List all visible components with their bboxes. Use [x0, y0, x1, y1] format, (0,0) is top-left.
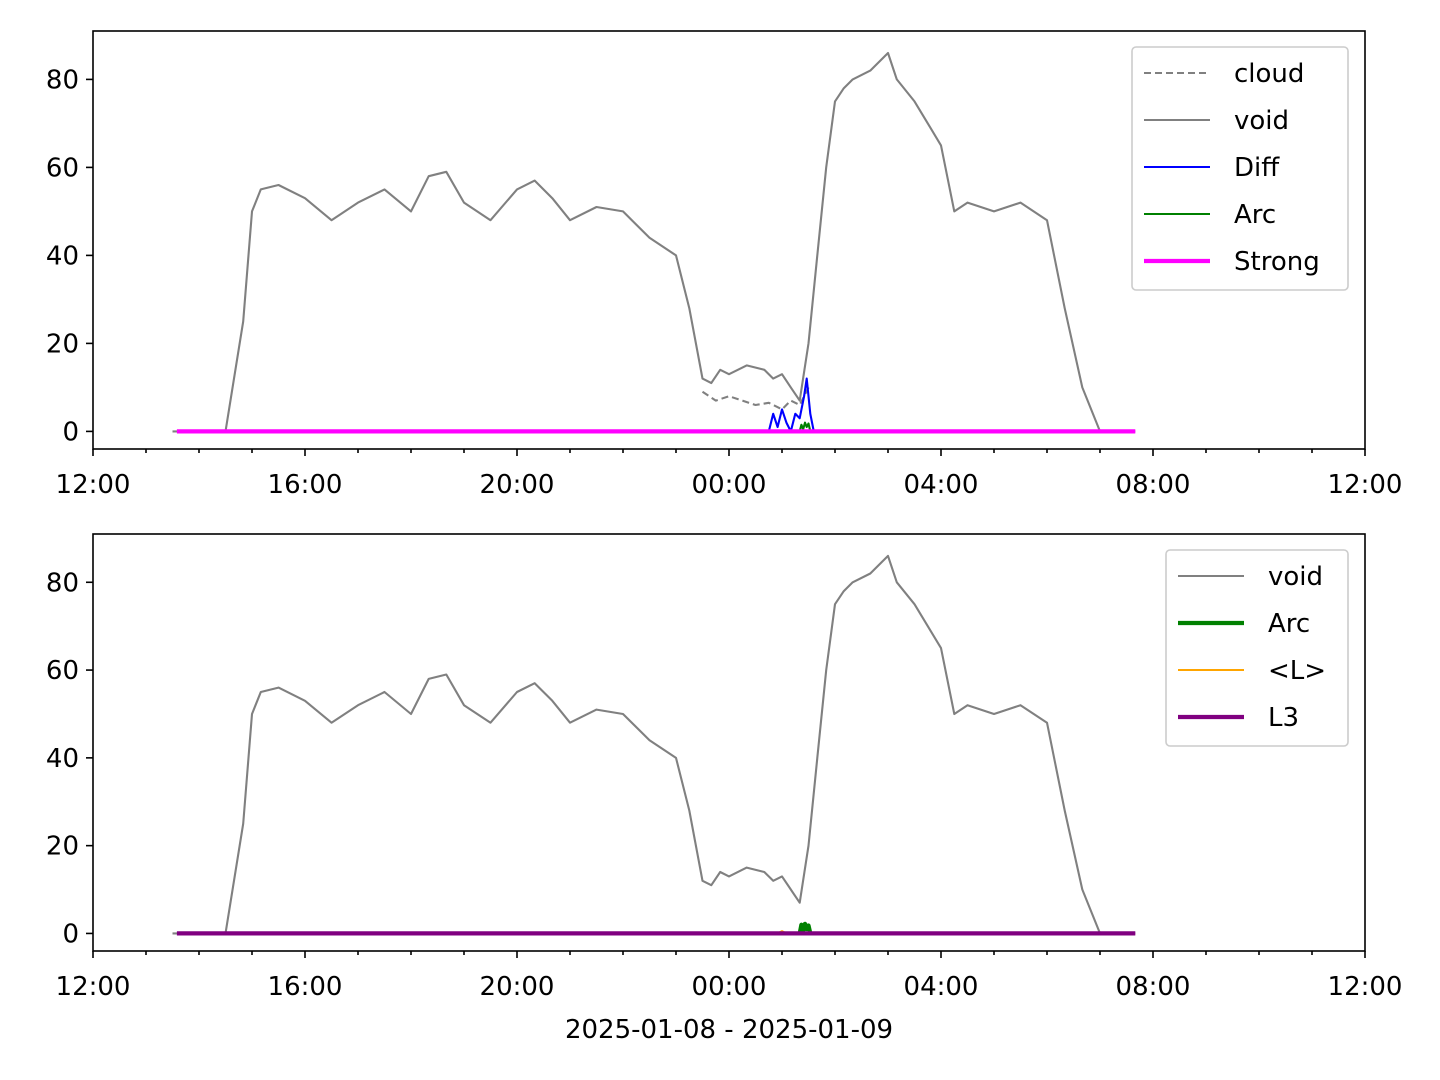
legend-box [1165, 549, 1349, 747]
y-tick-label: 40 [46, 241, 79, 271]
y-tick-label: 20 [46, 832, 79, 862]
y-tick-label: 0 [62, 417, 79, 447]
x-tick-label: 04:00 [904, 972, 979, 1002]
x-tick-label: 16:00 [268, 972, 343, 1002]
legend-box [1131, 46, 1349, 291]
series-line-arc [798, 421, 812, 432]
series-line-arc [797, 921, 813, 934]
x-tick-label: 12:00 [1328, 470, 1403, 500]
legend-label: cloud [1234, 59, 1304, 89]
legend-label: <L> [1268, 656, 1326, 686]
x-tick-label: 20:00 [480, 972, 555, 1002]
bottom-panel: 0 20 40 60 80 12:00 16:00 20:00 00:00 04:00 08:00 1… [46, 533, 1403, 1002]
y-tick-label: 60 [46, 153, 79, 183]
x-tick-label: 16:00 [268, 470, 343, 500]
legend-label: Strong [1234, 247, 1320, 277]
legend-label: L3 [1268, 703, 1299, 733]
series-line-diff [767, 377, 815, 433]
y-tick-label: 40 [46, 744, 79, 774]
series-line-void [172, 554, 1136, 935]
x-tick-label: 08:00 [1116, 972, 1191, 1002]
y-tick-label: 80 [46, 568, 79, 598]
x-tick-label: 04:00 [904, 470, 979, 500]
x-tick-label: 20:00 [480, 470, 555, 500]
x-tick-label: 00:00 [692, 972, 767, 1002]
x-tick-label: 12:00 [56, 972, 131, 1002]
y-tick-label: 0 [62, 919, 79, 949]
x-tick-label: 12:00 [1328, 972, 1403, 1002]
series-line-cloud [701, 386, 810, 411]
legend: void Arc <L> L3 [1165, 549, 1349, 747]
top-panel: 0 20 40 60 80 12:00 16:00 20:00 00:00 04:00 08:00 1… [46, 30, 1403, 500]
legend-label: Diff [1234, 153, 1280, 183]
legend: cloud void Diff Arc Strong [1131, 46, 1349, 291]
series-line-void [172, 51, 1136, 433]
legend-label: void [1234, 106, 1289, 136]
y-tick-label: 80 [46, 65, 79, 95]
y-tick-label: 20 [46, 329, 79, 359]
x-tick-label: 08:00 [1116, 470, 1191, 500]
legend-label: Arc [1234, 200, 1276, 230]
legend-label: Arc [1268, 609, 1310, 639]
x-tick-label: 00:00 [692, 470, 767, 500]
x-tick-label: 12:00 [56, 470, 131, 500]
x-axis-label: 2025-01-08 - 2025-01-09 [565, 1015, 893, 1045]
y-tick-label: 60 [46, 656, 79, 686]
legend-label: void [1268, 562, 1323, 592]
